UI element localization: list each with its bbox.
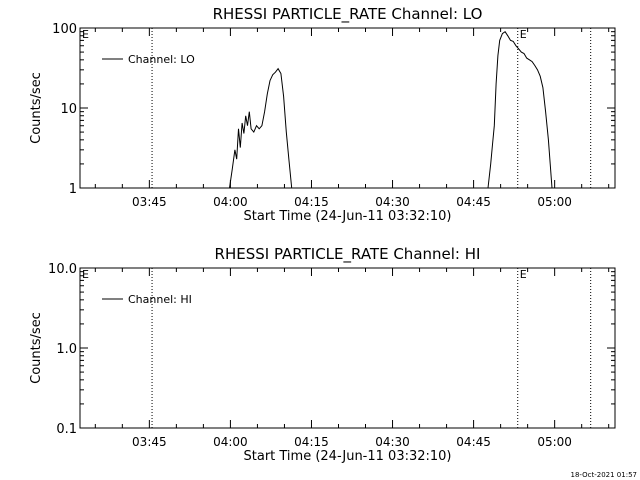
event-marker: E [82,268,89,281]
y-tick-label: 10.0 [48,262,77,277]
plot-frame [79,267,616,429]
y-axis-label: Counts/sec [29,312,44,384]
legend-label: Channel: LO [128,53,195,66]
y-tick-label: 0.1 [56,422,77,437]
x-tick-label: 04:45 [456,195,491,209]
x-tick-label: 04:15 [294,435,329,449]
y-tick-label: 1.0 [56,342,77,357]
y-tick-label: 10 [60,102,77,117]
x-axis-label: Start Time (24-Jun-11 03:32:10) [244,209,452,224]
series-line [487,30,553,189]
x-tick-label: 05:00 [537,195,572,209]
x-tick-label: 04:30 [375,195,410,209]
event-marker: E [520,268,527,281]
series-line [229,67,293,189]
event-marker: E [520,28,527,41]
x-tick-label: 03:45 [132,435,167,449]
y-tick-label: 1 [69,182,77,197]
x-tick-label: 04:30 [375,435,410,449]
y-axis-label: Counts/sec [29,72,44,144]
panel-lo: RHESSI PARTICLE_RATE Channel: LO 03:45 04:… [29,5,616,224]
panel-hi: RHESSI PARTICLE_RATE Channel: HI 03:45 04:… [29,245,616,464]
plot-frame [79,27,616,189]
legend-label: Channel: HI [128,293,192,306]
x-tick-label: 04:00 [213,435,248,449]
chart-title: RHESSI PARTICLE_RATE Channel: HI [215,245,481,264]
x-axis-label: Start Time (24-Jun-11 03:32:10) [244,449,452,464]
event-marker: E [82,28,89,41]
y-tick-label: 100 [52,22,77,37]
x-tick-label: 04:15 [294,195,329,209]
x-tick-label: 05:00 [537,435,572,449]
x-tick-label: 04:00 [213,195,248,209]
x-tick-label: 03:45 [132,195,167,209]
footer-timestamp: 18-Oct-2021 01:57 [571,471,637,479]
chart-title: RHESSI PARTICLE_RATE Channel: LO [213,5,483,24]
x-tick-label: 04:45 [456,435,491,449]
